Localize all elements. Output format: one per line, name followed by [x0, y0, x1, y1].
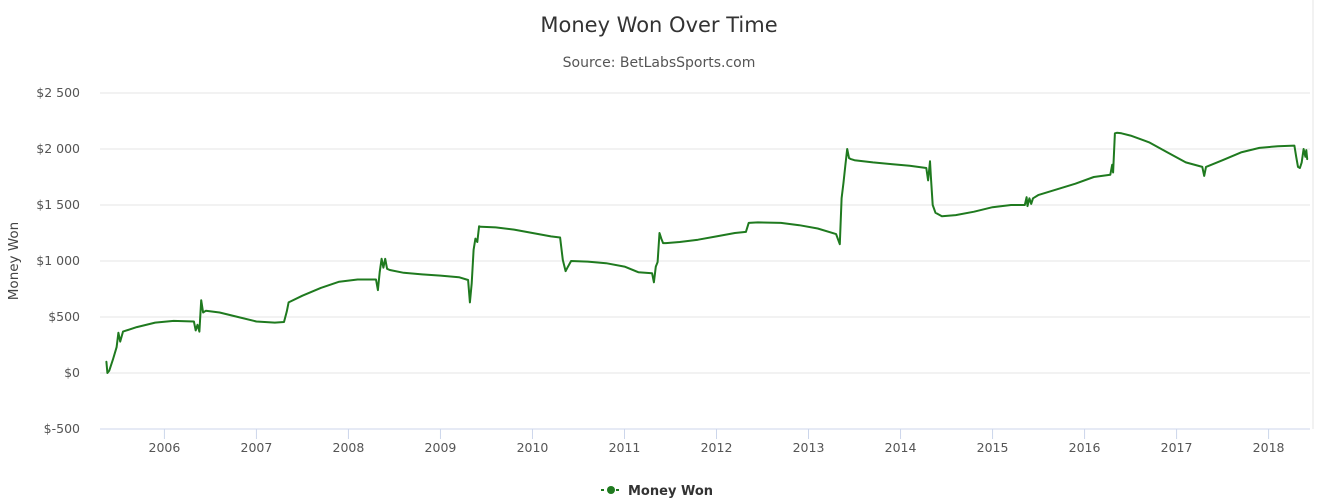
x-tick-label: 2015 — [977, 440, 1009, 455]
x-tick-label: 2013 — [793, 440, 825, 455]
series-layer — [105, 131, 1309, 374]
legend-label-money-won[interactable]: Money Won — [628, 484, 713, 499]
x-tick-label: 2012 — [701, 440, 733, 455]
y-tick-label: $2 000 — [36, 141, 80, 156]
chart-subtitle: Source: BetLabsSports.com — [563, 55, 756, 71]
y-axis-tick-labels: $-500 $0 $500 $1 000 $1 500 $2 000 $2 500 — [36, 85, 80, 436]
y-tick-label: $-500 — [44, 421, 80, 436]
x-tick-label: 2006 — [149, 440, 181, 455]
gridlines — [100, 0, 1314, 430]
x-tick-label: 2007 — [241, 440, 273, 455]
legend[interactable]: Money Won — [601, 484, 713, 499]
legend-marker-icon — [607, 486, 615, 494]
x-tick-label: 2011 — [609, 440, 641, 455]
y-tick-label: $2 500 — [36, 85, 80, 100]
x-tick-label: 2016 — [1069, 440, 1101, 455]
series-line-money-won[interactable] — [105, 131, 1309, 374]
x-tick-label: 2010 — [517, 440, 549, 455]
x-tick-label: 2009 — [425, 440, 457, 455]
y-tick-label: $500 — [48, 309, 80, 324]
y-tick-label: $1 500 — [36, 197, 80, 212]
x-tick-label: 2017 — [1161, 440, 1193, 455]
x-tick-label: 2008 — [333, 440, 365, 455]
x-axis-tick-labels: 2006 2007 2008 2009 2010 2011 2012 2013 2014 2015… — [149, 429, 1285, 455]
y-tick-label: $0 — [64, 365, 80, 380]
chart-title: Money Won Over Time — [540, 13, 777, 37]
x-tick-label: 2018 — [1253, 440, 1285, 455]
y-axis-title: Money Won — [6, 222, 22, 300]
x-tick-label: 2014 — [885, 440, 917, 455]
y-tick-label: $1 000 — [36, 253, 80, 268]
